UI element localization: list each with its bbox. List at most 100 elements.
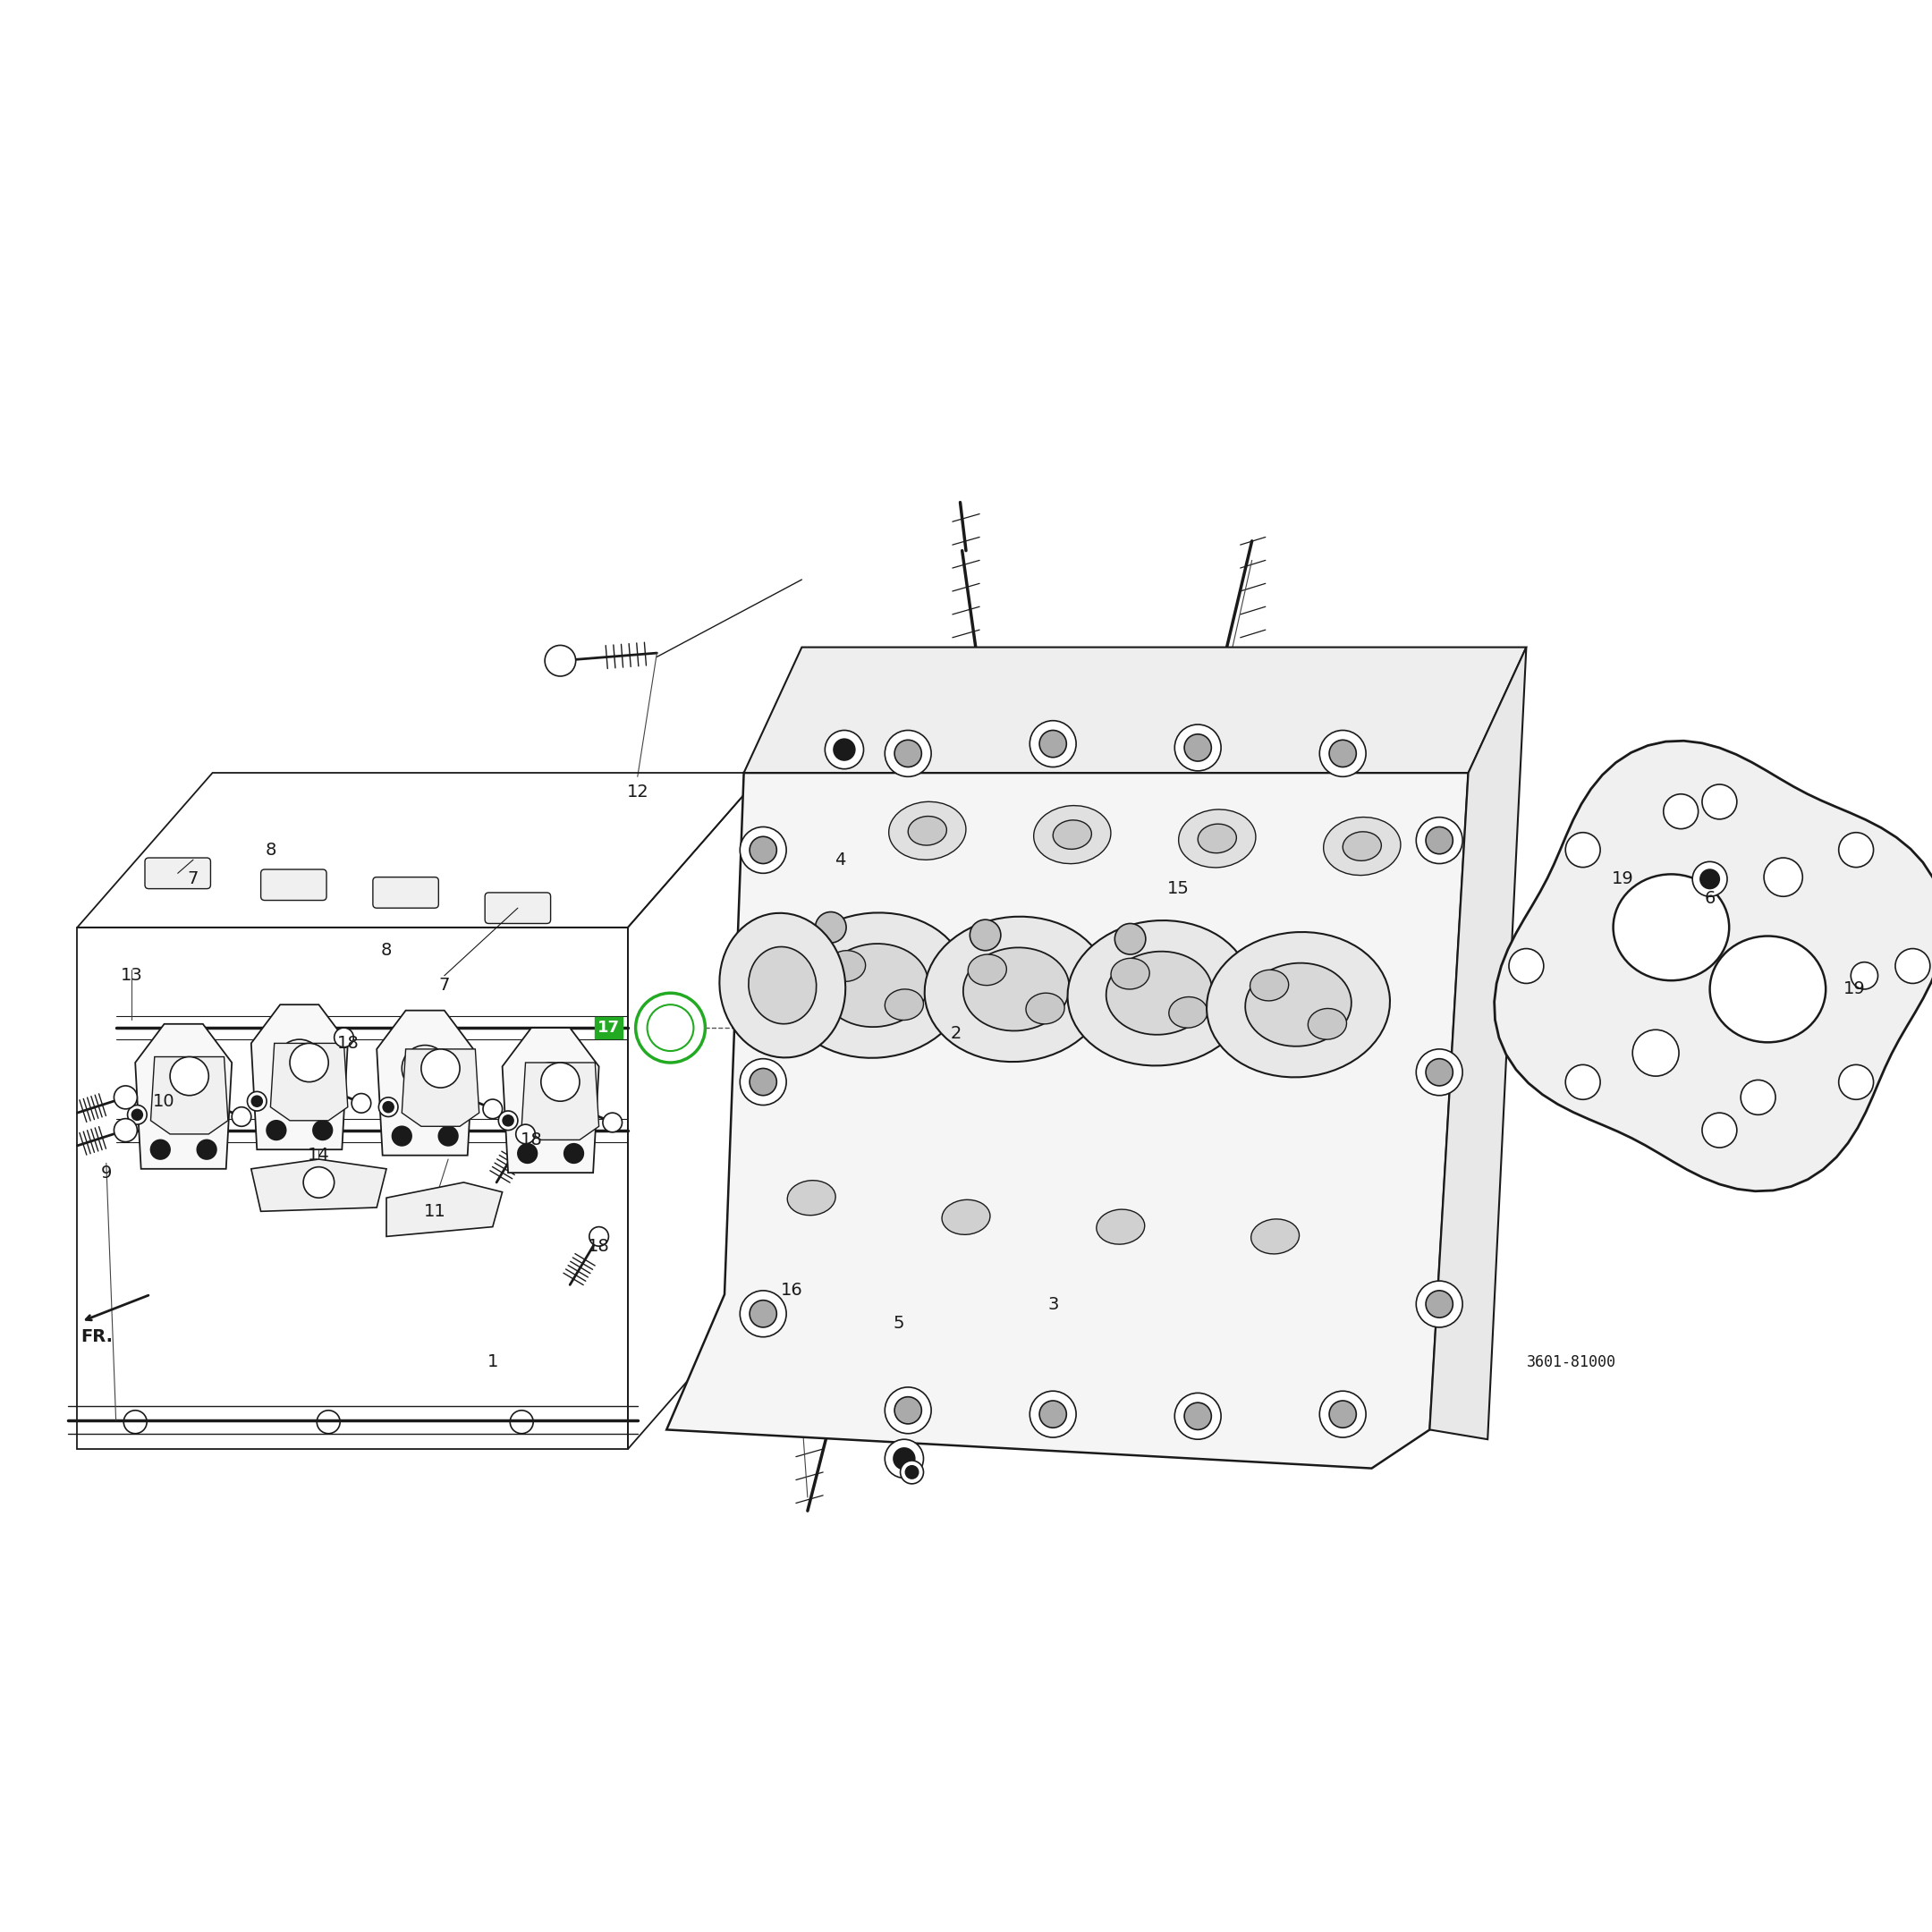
Circle shape: [352, 1094, 371, 1113]
Polygon shape: [270, 1043, 348, 1121]
Ellipse shape: [1053, 819, 1092, 850]
Circle shape: [740, 827, 786, 873]
Ellipse shape: [788, 1180, 835, 1215]
Text: 2: 2: [951, 1026, 962, 1041]
Circle shape: [1416, 1281, 1463, 1327]
Circle shape: [885, 730, 931, 777]
Circle shape: [313, 1121, 332, 1140]
Circle shape: [740, 1059, 786, 1105]
Circle shape: [1329, 740, 1356, 767]
Circle shape: [970, 920, 1001, 951]
Circle shape: [1030, 1391, 1076, 1437]
Ellipse shape: [1710, 935, 1826, 1043]
Text: 13: 13: [120, 968, 143, 983]
Polygon shape: [667, 773, 1468, 1468]
Ellipse shape: [889, 802, 966, 860]
Circle shape: [895, 1397, 922, 1424]
Circle shape: [1839, 1065, 1874, 1099]
Circle shape: [1426, 827, 1453, 854]
Text: 12: 12: [626, 784, 649, 800]
Text: 7: 7: [187, 871, 199, 887]
Circle shape: [835, 738, 854, 759]
Circle shape: [1175, 1393, 1221, 1439]
Circle shape: [1416, 1049, 1463, 1095]
Polygon shape: [502, 1028, 599, 1173]
Polygon shape: [251, 1159, 386, 1211]
Ellipse shape: [1208, 931, 1389, 1078]
Ellipse shape: [827, 951, 866, 981]
FancyBboxPatch shape: [145, 858, 211, 889]
Circle shape: [1184, 1403, 1211, 1430]
Circle shape: [290, 1043, 328, 1082]
Circle shape: [379, 1097, 398, 1117]
Ellipse shape: [1613, 873, 1729, 981]
Circle shape: [383, 1101, 394, 1113]
Text: 8: 8: [265, 842, 276, 858]
Ellipse shape: [1068, 920, 1250, 1066]
Text: 17: 17: [597, 1020, 620, 1036]
Circle shape: [1115, 923, 1146, 954]
Circle shape: [131, 1109, 143, 1121]
Circle shape: [160, 1059, 207, 1105]
Circle shape: [589, 1227, 609, 1246]
Ellipse shape: [1034, 806, 1111, 864]
Circle shape: [750, 837, 777, 864]
Text: 6: 6: [1704, 891, 1716, 906]
Polygon shape: [251, 1005, 348, 1150]
Text: 7: 7: [439, 978, 450, 993]
Polygon shape: [1430, 647, 1526, 1439]
Circle shape: [128, 1105, 147, 1124]
Circle shape: [885, 1439, 923, 1478]
Circle shape: [1692, 862, 1727, 896]
Text: 1: 1: [487, 1354, 498, 1370]
Polygon shape: [402, 1049, 479, 1126]
Circle shape: [815, 912, 846, 943]
Circle shape: [603, 1113, 622, 1132]
Polygon shape: [377, 1010, 473, 1155]
Ellipse shape: [1169, 997, 1208, 1028]
Ellipse shape: [1323, 817, 1401, 875]
Circle shape: [483, 1099, 502, 1119]
Circle shape: [1895, 949, 1930, 983]
Ellipse shape: [1246, 962, 1350, 1047]
Circle shape: [232, 1107, 251, 1126]
Circle shape: [1039, 1401, 1066, 1428]
Ellipse shape: [784, 912, 966, 1059]
Circle shape: [276, 1039, 323, 1086]
Circle shape: [1700, 869, 1719, 889]
Ellipse shape: [1198, 823, 1236, 854]
Text: 19: 19: [1611, 871, 1634, 887]
Circle shape: [518, 1144, 537, 1163]
Text: 16: 16: [781, 1283, 804, 1298]
Circle shape: [1320, 1391, 1366, 1437]
Circle shape: [750, 1300, 777, 1327]
Text: 18: 18: [520, 1132, 543, 1148]
Text: 9: 9: [100, 1165, 112, 1180]
Circle shape: [906, 1466, 918, 1478]
Ellipse shape: [968, 954, 1007, 985]
Polygon shape: [386, 1182, 502, 1236]
Circle shape: [1741, 1080, 1776, 1115]
Ellipse shape: [1250, 970, 1289, 1001]
Circle shape: [750, 1068, 777, 1095]
FancyBboxPatch shape: [485, 893, 551, 923]
Circle shape: [392, 1126, 412, 1146]
Circle shape: [545, 645, 576, 676]
Circle shape: [151, 1140, 170, 1159]
Circle shape: [303, 1167, 334, 1198]
Ellipse shape: [1252, 1219, 1298, 1254]
Polygon shape: [135, 1024, 232, 1169]
Ellipse shape: [748, 947, 817, 1024]
Circle shape: [334, 1028, 354, 1047]
Circle shape: [516, 1124, 535, 1144]
Circle shape: [402, 1045, 448, 1092]
Circle shape: [114, 1119, 137, 1142]
Text: 4: 4: [835, 852, 846, 867]
Circle shape: [498, 1111, 518, 1130]
Ellipse shape: [1179, 810, 1256, 867]
Circle shape: [502, 1115, 514, 1126]
Circle shape: [1329, 1401, 1356, 1428]
Polygon shape: [522, 1063, 599, 1140]
Ellipse shape: [823, 943, 927, 1028]
Ellipse shape: [964, 947, 1068, 1032]
